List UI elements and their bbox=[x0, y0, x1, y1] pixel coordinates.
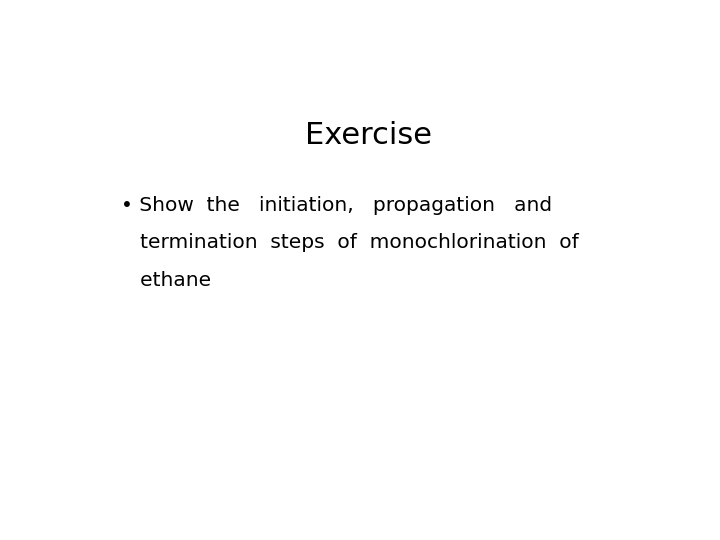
Text: Exercise: Exercise bbox=[305, 121, 433, 150]
Text: • Show  the   initiation,   propagation   and: • Show the initiation, propagation and bbox=[121, 196, 552, 215]
Text: termination  steps  of  monochlorination  of: termination steps of monochlorination of bbox=[121, 233, 578, 252]
Text: ethane: ethane bbox=[121, 271, 211, 289]
